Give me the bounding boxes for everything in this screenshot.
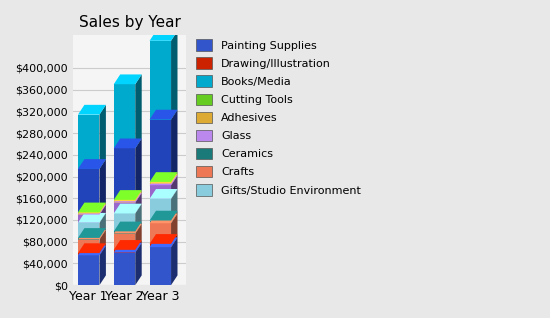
Polygon shape <box>100 105 106 169</box>
Bar <box>78 212 100 213</box>
Bar <box>114 233 135 250</box>
Polygon shape <box>100 245 106 285</box>
Polygon shape <box>78 245 106 255</box>
Polygon shape <box>78 213 106 223</box>
Bar <box>114 200 135 201</box>
Bar <box>78 239 100 253</box>
Polygon shape <box>78 105 106 114</box>
Polygon shape <box>100 204 106 215</box>
Polygon shape <box>150 213 178 223</box>
Bar <box>150 199 171 220</box>
Bar <box>150 183 171 185</box>
Polygon shape <box>78 230 106 239</box>
Bar <box>150 244 171 247</box>
Polygon shape <box>171 189 178 220</box>
Polygon shape <box>100 205 106 223</box>
Polygon shape <box>135 190 142 201</box>
Bar <box>150 220 171 223</box>
Polygon shape <box>114 191 142 201</box>
Polygon shape <box>78 159 106 169</box>
Bar <box>150 120 171 182</box>
Polygon shape <box>114 204 142 213</box>
Polygon shape <box>114 139 142 148</box>
Bar <box>78 255 100 285</box>
Bar <box>78 215 100 223</box>
Polygon shape <box>150 110 178 120</box>
Polygon shape <box>171 172 178 183</box>
Polygon shape <box>150 189 178 199</box>
Polygon shape <box>114 240 142 250</box>
Polygon shape <box>171 176 178 199</box>
Polygon shape <box>171 174 178 185</box>
Polygon shape <box>78 228 106 238</box>
Polygon shape <box>114 224 142 233</box>
Polygon shape <box>150 31 178 41</box>
Polygon shape <box>135 243 142 285</box>
Polygon shape <box>100 228 106 239</box>
Bar <box>150 185 171 199</box>
Bar <box>78 213 100 215</box>
Bar <box>114 232 135 233</box>
Polygon shape <box>100 203 106 213</box>
Bar <box>114 250 135 252</box>
Polygon shape <box>114 190 142 200</box>
Polygon shape <box>171 234 178 247</box>
Polygon shape <box>114 243 142 252</box>
Polygon shape <box>114 74 142 84</box>
Polygon shape <box>135 240 142 252</box>
Bar <box>114 84 135 148</box>
Title: Sales by Year: Sales by Year <box>79 15 180 30</box>
Polygon shape <box>135 139 142 200</box>
Legend: Painting Supplies, Drawing/Illustration, Books/Media, Cutting Tools, Adhesives, : Painting Supplies, Drawing/Illustration,… <box>193 36 364 199</box>
Bar <box>150 41 171 120</box>
Polygon shape <box>100 213 106 238</box>
Polygon shape <box>150 174 178 183</box>
Bar <box>78 169 100 212</box>
Polygon shape <box>150 237 178 247</box>
Polygon shape <box>78 205 106 215</box>
Polygon shape <box>78 204 106 213</box>
Polygon shape <box>171 237 178 285</box>
Polygon shape <box>78 203 106 212</box>
Bar <box>114 213 135 232</box>
Bar <box>78 253 100 255</box>
Polygon shape <box>171 110 178 182</box>
Bar <box>78 238 100 239</box>
Bar <box>114 203 135 213</box>
Bar <box>150 247 171 285</box>
Polygon shape <box>171 31 178 120</box>
Polygon shape <box>135 204 142 232</box>
Polygon shape <box>135 222 142 233</box>
Bar <box>78 223 100 238</box>
Polygon shape <box>150 176 178 185</box>
Polygon shape <box>150 211 178 220</box>
Bar <box>78 114 100 169</box>
Polygon shape <box>150 172 178 182</box>
Bar <box>114 201 135 203</box>
Polygon shape <box>114 222 142 232</box>
Polygon shape <box>100 243 106 255</box>
Polygon shape <box>135 74 142 148</box>
Polygon shape <box>114 193 142 203</box>
Polygon shape <box>135 224 142 250</box>
Bar <box>150 182 171 183</box>
Polygon shape <box>135 191 142 203</box>
Bar <box>114 148 135 200</box>
Polygon shape <box>100 159 106 212</box>
Polygon shape <box>171 211 178 223</box>
Polygon shape <box>78 243 106 253</box>
Polygon shape <box>100 230 106 253</box>
Polygon shape <box>171 213 178 244</box>
Polygon shape <box>150 234 178 244</box>
Bar <box>150 223 171 244</box>
Bar <box>114 252 135 285</box>
Polygon shape <box>135 193 142 213</box>
